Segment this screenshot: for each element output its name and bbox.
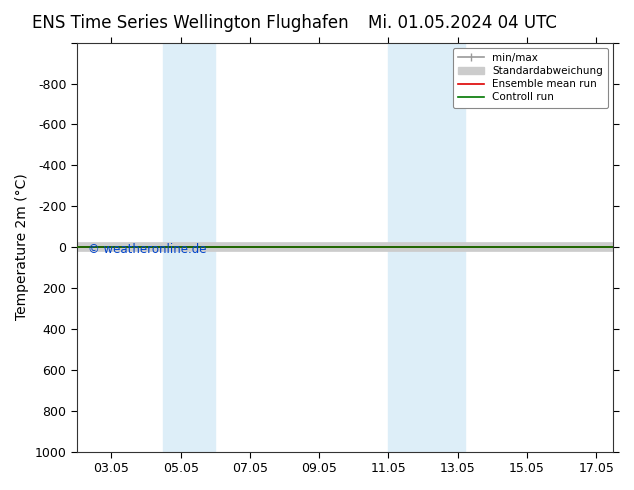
Bar	[389, 43, 423, 452]
Text: ENS Time Series Wellington Flughafen: ENS Time Series Wellington Flughafen	[32, 14, 349, 32]
Bar	[164, 43, 198, 452]
Text: Mi. 01.05.2024 04 UTC: Mi. 01.05.2024 04 UTC	[368, 14, 557, 32]
Bar	[198, 43, 216, 452]
Text: © weatheronline.de: © weatheronline.de	[87, 243, 206, 256]
Y-axis label: Temperature 2m (°C): Temperature 2m (°C)	[15, 174, 29, 320]
Bar	[423, 43, 465, 452]
Legend: min/max, Standardabweichung, Ensemble mean run, Controll run: min/max, Standardabweichung, Ensemble me…	[453, 48, 608, 108]
